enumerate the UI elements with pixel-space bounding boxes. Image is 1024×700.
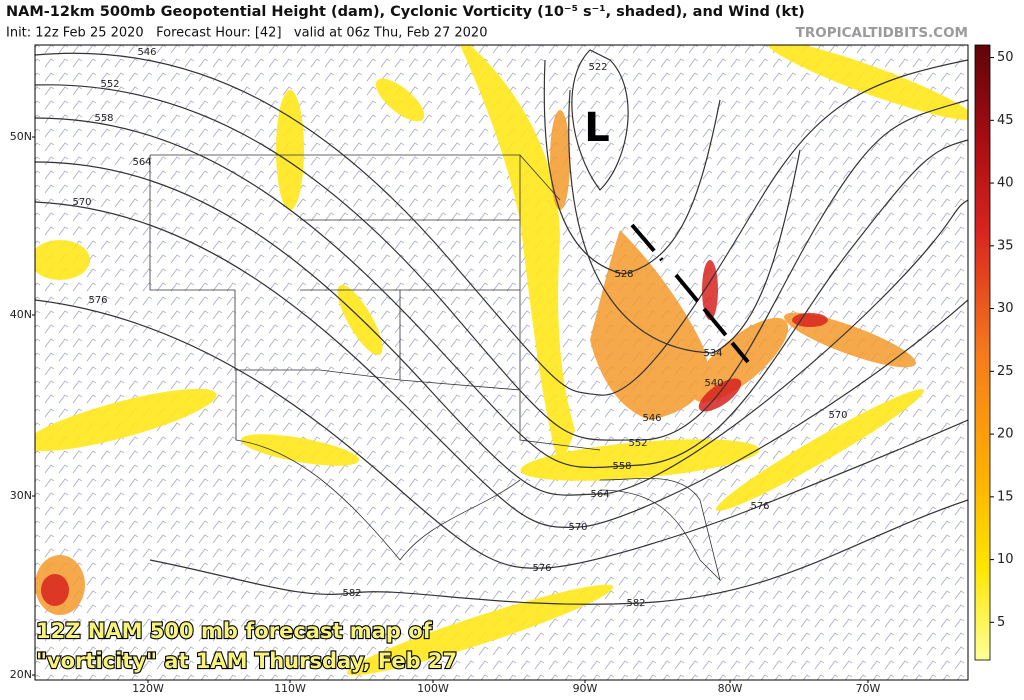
- colorbar-tick-label: 40: [997, 176, 1014, 191]
- contour-label: 576: [532, 563, 551, 574]
- colorbar-tick-label: 35: [997, 238, 1014, 253]
- contour-label: 528: [614, 269, 633, 280]
- colorbar-tick-label: 10: [997, 552, 1014, 567]
- colorbar: [974, 44, 991, 661]
- colorbar-tick-label: 25: [997, 364, 1014, 379]
- lon-label: 90W: [573, 682, 598, 695]
- contour-label: 540: [704, 378, 723, 389]
- lat-label: 30N: [10, 489, 32, 502]
- colorbar-tick-label: 50: [997, 50, 1014, 65]
- contour-label: 570: [72, 197, 91, 208]
- contour-label: 564: [132, 157, 151, 168]
- contour-label: 570: [568, 522, 587, 533]
- contour-label: 534: [703, 348, 722, 359]
- source: TROPICALTIDBITS.COM: [796, 25, 968, 41]
- contour-label: 570: [828, 410, 847, 421]
- title: NAM-12km 500mb Geopotential Height (dam)…: [6, 4, 805, 20]
- lat-label: 20N: [10, 668, 32, 681]
- colorbar-tick-label: 15: [997, 489, 1014, 504]
- lat-label: 40N: [10, 308, 32, 321]
- lon-label: 70W: [856, 682, 881, 695]
- contour-label: 552: [628, 438, 647, 449]
- contour-label: 564: [590, 489, 609, 500]
- colorbar-tick-label: 45: [997, 113, 1014, 128]
- lon-label: 110W: [274, 682, 306, 695]
- contour-label: 582: [626, 598, 645, 609]
- annotation: "vorticity" at 1AM Thursday, Feb 27: [36, 649, 457, 673]
- contour-label: 558: [612, 461, 631, 472]
- lat-label: 50N: [10, 130, 32, 143]
- lon-label: 100W: [417, 682, 449, 695]
- contour-label: 576: [750, 501, 769, 512]
- contour-label: 552: [100, 79, 119, 90]
- colorbar-tick-label: 20: [997, 427, 1014, 442]
- annotation: 12Z NAM 500 mb forecast map of: [36, 619, 433, 643]
- contour-label: 522: [588, 62, 607, 73]
- lon-label: 120W: [132, 682, 164, 695]
- lon-label: 80W: [718, 682, 743, 695]
- map-frame: [34, 44, 969, 681]
- contour-label: 576: [88, 295, 107, 306]
- contour-label: 558: [94, 113, 113, 124]
- contour-label: 546: [137, 47, 156, 58]
- contour-label: 546: [642, 413, 661, 424]
- colorbar-tick-label: 30: [997, 301, 1014, 316]
- subtitle: Init: 12z Feb 25 2020 Forecast Hour: [42…: [6, 26, 487, 41]
- colorbar-tick-label: 5: [997, 615, 1005, 630]
- map: [35, 45, 968, 680]
- low-label: L: [584, 105, 610, 151]
- contour-label: 582: [342, 588, 361, 599]
